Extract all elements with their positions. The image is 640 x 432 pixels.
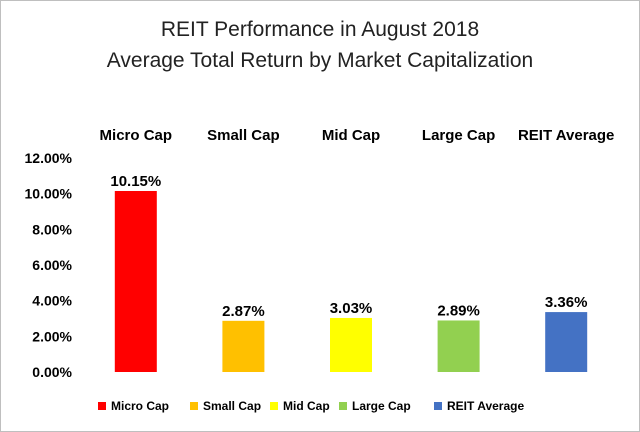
- bar-micro-cap: [114, 190, 157, 372]
- bar-mid-cap: [330, 317, 372, 372]
- y-tick-label: 8.00%: [32, 221, 72, 237]
- legend-entry: Micro Cap: [111, 399, 169, 413]
- legend-entry: REIT Average: [447, 399, 524, 413]
- bars: [114, 190, 588, 372]
- category-label: REIT Average: [518, 127, 614, 144]
- legend-swatch: [339, 402, 347, 410]
- y-tick-label: 2.00%: [32, 328, 72, 344]
- data-label: 10.15%: [110, 173, 161, 190]
- y-tick-label: 4.00%: [32, 293, 72, 309]
- category-label: Large Cap: [422, 127, 495, 144]
- legend-entry: Mid Cap: [283, 399, 330, 413]
- bar-large-cap: [437, 320, 480, 372]
- category-label: Mid Cap: [322, 127, 380, 144]
- chart-subtitle: Average Total Return by Market Capitaliz…: [107, 49, 533, 72]
- bar-reit-average: [545, 312, 588, 372]
- y-tick-label: 0.00%: [32, 364, 72, 380]
- y-axis: 0.00% 2.00% 4.00% 6.00% 8.00% 10.00% 12.00%: [25, 150, 73, 380]
- category-label: Micro Cap: [100, 127, 173, 144]
- bar-small-cap: [222, 320, 265, 372]
- chart-title: REIT Performance in August 2018: [161, 18, 479, 41]
- category-labels: Micro Cap Small Cap Mid Cap Large Cap REIT A…: [100, 127, 615, 144]
- data-label: 3.03%: [330, 300, 373, 317]
- legend-entry: Small Cap: [203, 399, 261, 413]
- y-tick-label: 6.00%: [32, 257, 72, 273]
- legend: Micro Cap Small Cap Mid Cap Large Cap REIT A…: [98, 399, 524, 413]
- data-label: 3.36%: [545, 294, 588, 311]
- y-tick-label: 12.00%: [25, 150, 73, 166]
- legend-swatch: [190, 402, 198, 410]
- category-label: Small Cap: [207, 127, 280, 144]
- legend-swatch: [434, 402, 442, 410]
- data-labels: 10.15% 2.87% 3.03% 2.89% 3.36%: [110, 173, 587, 320]
- y-tick-label: 10.00%: [25, 186, 73, 202]
- legend-entry: Large Cap: [352, 399, 411, 413]
- data-label: 2.87%: [222, 303, 265, 320]
- data-label: 2.89%: [437, 302, 480, 319]
- legend-swatch: [98, 402, 106, 410]
- legend-swatch: [270, 402, 278, 410]
